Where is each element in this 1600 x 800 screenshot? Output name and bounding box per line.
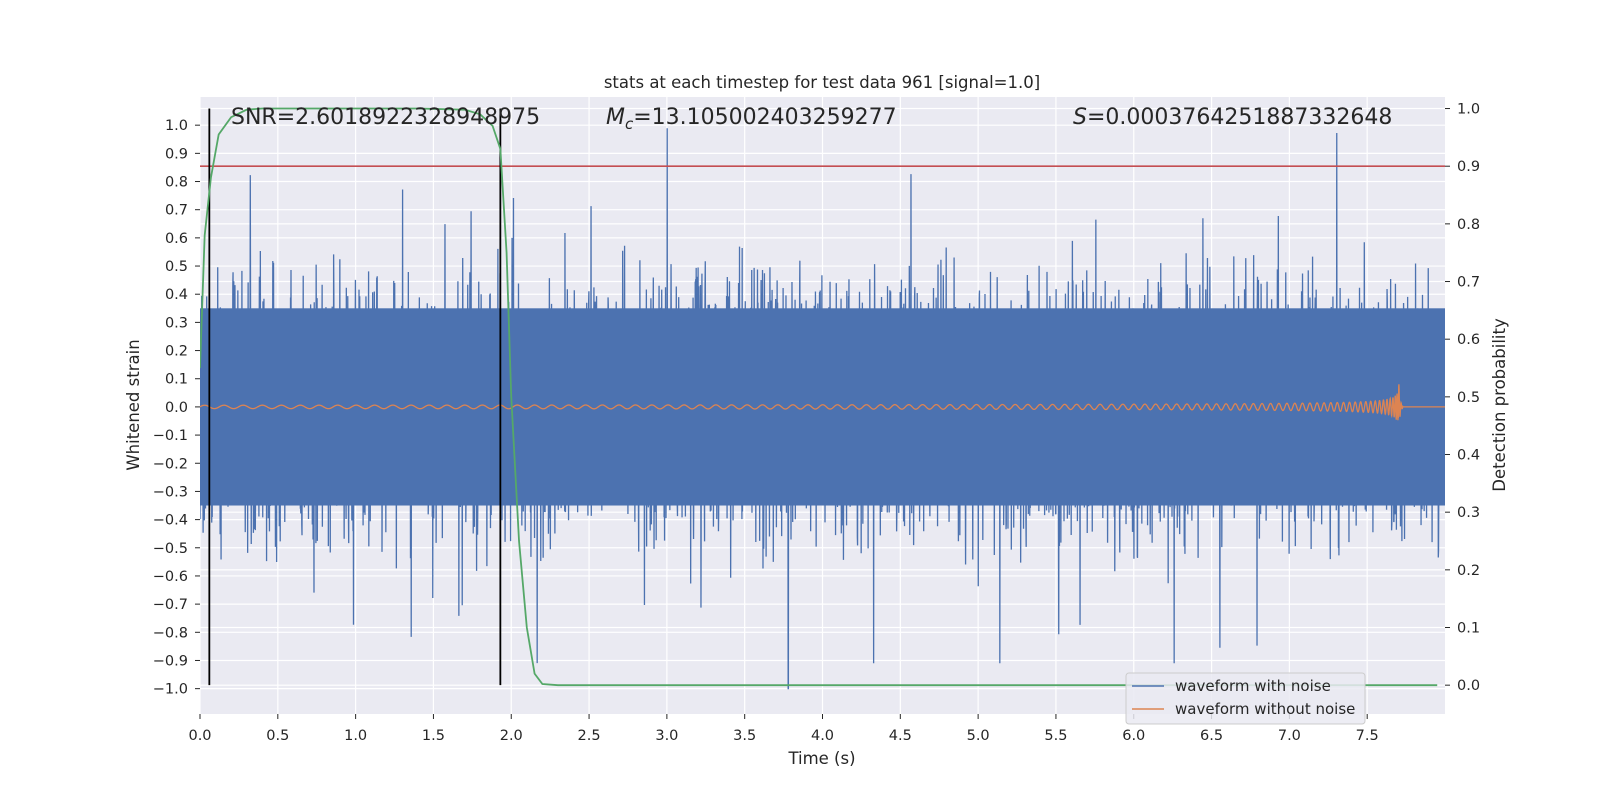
y-tick-label: 0.9	[165, 146, 188, 162]
y-right-tick-label: 0.1	[1457, 621, 1480, 637]
x-tick-label: 6.0	[1122, 728, 1145, 744]
y-right-tick-label: 0.9	[1457, 159, 1480, 175]
y-right-tick-label: 0.0	[1457, 678, 1480, 694]
y-axis-right-label: Detection probability	[1490, 318, 1509, 492]
x-tick-label: 1.5	[422, 728, 445, 744]
y-tick-label: −0.8	[153, 625, 188, 641]
y-axis-ticks: 1.0 0.9 0.8 0.7 0.6 0.5 0.4 0.3 0.2 0.1 0.0 −0.1 −0.…	[153, 118, 200, 698]
y-tick-label: −0.6	[153, 569, 188, 585]
x-tick-label: 7.5	[1356, 728, 1379, 744]
y-tick-label: 0.0	[165, 400, 188, 416]
y-right-tick-label: 0.3	[1457, 505, 1480, 521]
y-tick-label: 0.4	[165, 287, 188, 303]
s-symbol: S	[1073, 105, 1087, 130]
x-tick-label: 4.0	[811, 728, 834, 744]
x-tick-label: 3.0	[655, 728, 678, 744]
y-right-tick-label: 0.2	[1457, 563, 1480, 579]
y-tick-label: −0.5	[153, 541, 188, 557]
y-right-tick-label: 1.0	[1457, 102, 1480, 118]
x-tick-label: 5.5	[1044, 728, 1067, 744]
y-tick-label: −0.2	[153, 456, 188, 472]
y-tick-label: 0.8	[165, 175, 188, 191]
y-tick-label: −0.1	[153, 428, 188, 444]
legend-entry-noisy: waveform with noise	[1175, 677, 1331, 695]
x-tick-label: 5.0	[967, 728, 990, 744]
y-tick-label: −0.9	[153, 653, 188, 669]
series-waveform-without-noise	[200, 384, 1445, 421]
y-tick-label: −0.3	[153, 484, 188, 500]
x-axis-label: Time (s)	[787, 749, 855, 768]
y-tick-label: 0.6	[165, 231, 188, 247]
x-tick-label: 4.5	[889, 728, 912, 744]
chirp-mass-value: =13.105002403259277	[633, 105, 896, 130]
y-axis-label: Whitened strain	[124, 339, 143, 470]
y-tick-label: 0.2	[165, 344, 188, 360]
x-tick-label: 0.5	[266, 728, 289, 744]
chirp-mass-subscript: c	[625, 115, 634, 133]
noisy-waveform-core	[200, 308, 1445, 506]
y-tick-label: −0.7	[153, 597, 188, 613]
y-tick-label: 0.1	[165, 372, 188, 388]
y-axis-right-ticks: 1.0 0.9 0.8 0.7 0.6 0.5 0.4 0.3 0.2 0.1 0.0	[1445, 102, 1480, 694]
x-tick-label: 2.5	[578, 728, 601, 744]
x-tick-label: 1.0	[344, 728, 367, 744]
x-tick-label: 2.0	[500, 728, 523, 744]
y-tick-label: 0.3	[165, 315, 188, 331]
y-right-tick-label: 0.6	[1457, 332, 1480, 348]
x-tick-label: 7.0	[1278, 728, 1301, 744]
y-right-tick-label: 0.8	[1457, 217, 1480, 233]
x-axis-ticks: 0.0 0.5 1.0 1.5 2.0 2.5 3.0 3.5 4.0 4.5 5.0 5.5 6.0 6…	[188, 714, 1379, 744]
s-annotation: S=0.0003764251887332648	[1073, 105, 1392, 130]
x-tick-label: 0.0	[188, 728, 211, 744]
y-tick-label: 0.7	[165, 203, 188, 219]
clean-waveform-line	[200, 384, 1445, 421]
legend-entry-clean: waveform without noise	[1175, 700, 1355, 718]
y-tick-label: 1.0	[165, 118, 188, 134]
y-tick-label: −0.4	[153, 513, 188, 529]
legend-box	[1125, 672, 1366, 725]
y-right-tick-label: 0.4	[1457, 448, 1480, 464]
x-tick-label: 3.5	[733, 728, 756, 744]
chirp-mass-annotation: Mc=13.105002403259277	[606, 105, 897, 133]
y-tick-label: 0.5	[165, 259, 188, 275]
y-right-tick-label: 0.7	[1457, 275, 1480, 291]
legend: waveform with noise waveform without noi…	[1125, 672, 1366, 725]
x-tick-label: 6.5	[1200, 728, 1223, 744]
y-right-tick-label: 0.5	[1457, 390, 1480, 406]
y-tick-label: −1.0	[153, 682, 188, 698]
chirp-mass-symbol: M	[606, 105, 625, 130]
series-detection-probability	[200, 107, 1438, 687]
vertical-markers	[208, 108, 502, 686]
snr-annotation: SNR=2.6018922328948975	[231, 105, 540, 130]
chart-title: stats at each timestep for test data 961…	[604, 73, 1040, 92]
s-value: =0.0003764251887332648	[1087, 105, 1392, 130]
